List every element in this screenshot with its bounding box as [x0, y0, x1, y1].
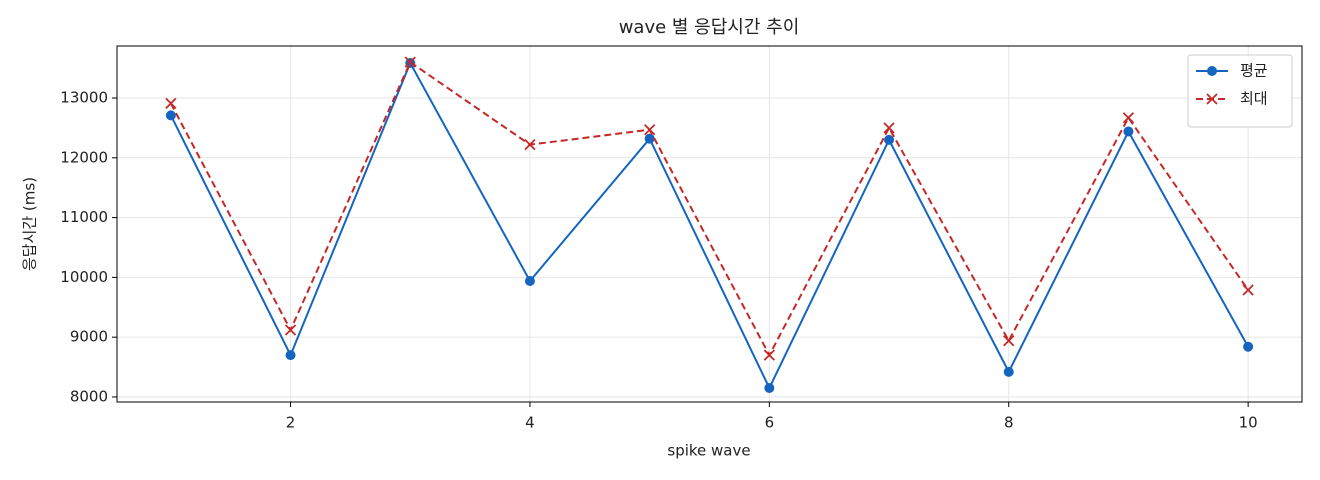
- series-line: [169, 60, 1250, 391]
- chart-title: wave 별 응답시간 추이: [619, 17, 800, 38]
- point: [284, 324, 297, 336]
- x-axis-label: spike wave: [667, 442, 750, 460]
- point: [883, 122, 895, 134]
- point: [644, 133, 655, 144]
- point: [524, 139, 536, 151]
- point: [644, 124, 656, 136]
- y-tick-label: 12000: [60, 148, 108, 166]
- point: [1003, 366, 1014, 377]
- x-tick-label: 2: [286, 414, 296, 432]
- point: [404, 56, 416, 68]
- y-tick-label: 11000: [60, 208, 108, 226]
- point: [165, 110, 176, 121]
- point: [764, 383, 775, 394]
- legend-label: 최대: [1240, 90, 1268, 108]
- x-tick-label: 6: [765, 414, 775, 432]
- y-tick-label: 8000: [70, 387, 108, 405]
- legend-marker: [1206, 93, 1218, 105]
- point: [1123, 126, 1134, 137]
- x-tick-label: 10: [1239, 414, 1258, 432]
- point: [165, 97, 177, 110]
- point: [1003, 335, 1015, 347]
- y-tick-label: 9000: [70, 328, 108, 346]
- point: [524, 275, 535, 286]
- y-tick-label: 13000: [60, 89, 108, 107]
- x-tick-label: 4: [525, 414, 535, 432]
- series-line: [169, 60, 1249, 358]
- point: [1242, 284, 1254, 296]
- plot-frame: [116, 45, 1303, 403]
- point: [1243, 341, 1254, 352]
- point: [1122, 112, 1135, 124]
- y-tick-label: 10000: [60, 268, 108, 286]
- point: [285, 350, 296, 361]
- y-axis-label: 응답시간 (ms): [21, 177, 39, 271]
- point: [884, 134, 895, 145]
- point: [763, 349, 775, 361]
- legend-label: 평균: [1240, 62, 1268, 80]
- legend-marker: [1207, 66, 1217, 76]
- x-tick-label: 8: [1004, 414, 1014, 432]
